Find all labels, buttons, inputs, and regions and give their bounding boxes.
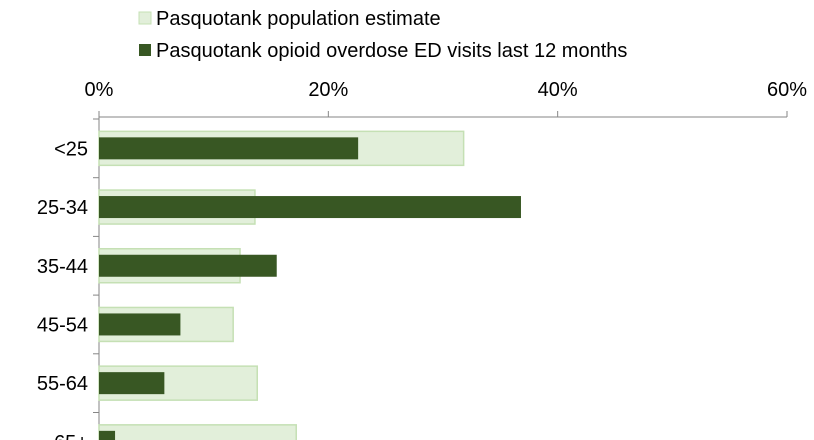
- x-tick-label: 40%: [538, 79, 578, 101]
- x-tick-label: 20%: [308, 79, 348, 101]
- legend: Pasquotank population estimate Pasquotank…: [138, 8, 627, 62]
- y-tick-label: 35-44: [37, 256, 88, 278]
- bar-overdose-visits: [99, 372, 165, 395]
- bar-overdose-visits: [99, 196, 521, 219]
- legend-swatch-2: [139, 44, 151, 56]
- legend-swatch-1: [138, 11, 152, 25]
- y-tick-label: 65+: [54, 432, 88, 440]
- y-tick-label: 55-64: [37, 373, 88, 395]
- bar-overdose-visits: [99, 313, 181, 336]
- y-tick-label: 25-34: [37, 197, 88, 219]
- y-tick-label: <25: [54, 138, 88, 160]
- legend-label-1: Pasquotank population estimate: [156, 8, 441, 30]
- bars: [98, 130, 521, 440]
- y-axis: <25 25-34 35-44 45-54 55-64 65+: [37, 117, 100, 440]
- bar-population: [98, 424, 297, 440]
- x-tick-label: 0%: [85, 79, 114, 101]
- x-axis: 0% 20% 40% 60%: [85, 79, 807, 118]
- x-tick-label: 60%: [767, 79, 807, 101]
- bar-overdose-visits: [99, 137, 359, 160]
- bar-overdose-visits: [99, 430, 116, 440]
- legend-label-2: Pasquotank opioid overdose ED visits las…: [156, 40, 627, 62]
- y-tick-label: 45-54: [37, 314, 88, 336]
- bar-overdose-visits: [99, 254, 277, 277]
